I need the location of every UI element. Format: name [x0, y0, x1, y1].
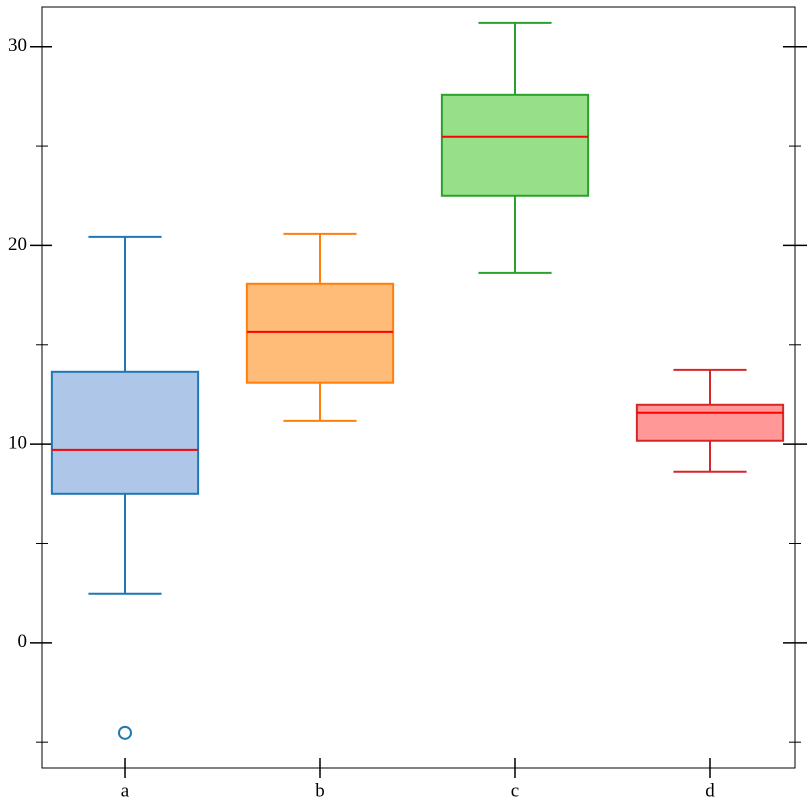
box	[50, 370, 200, 495]
y-tick-label: 20	[8, 234, 27, 255]
box	[245, 282, 395, 384]
x-tick-label: b	[315, 780, 325, 801]
y-tick-label: 10	[8, 432, 27, 453]
box	[440, 93, 590, 197]
y-tick-label: 30	[8, 35, 27, 56]
box	[635, 403, 785, 442]
x-tick-label: d	[705, 780, 715, 801]
x-tick-label: a	[121, 780, 130, 801]
plot-frame	[41, 6, 796, 769]
x-tick-label: c	[511, 780, 519, 801]
y-tick-label: 0	[18, 631, 28, 652]
outlier	[118, 725, 132, 740]
